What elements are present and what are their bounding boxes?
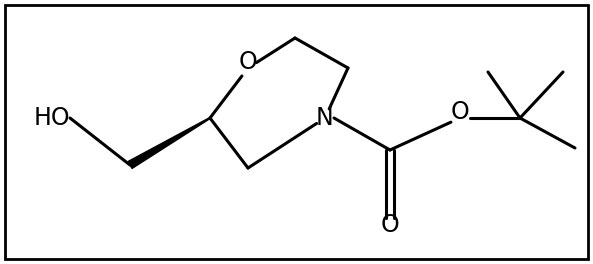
Text: N: N [316, 106, 334, 130]
Text: HO: HO [34, 106, 71, 130]
Text: O: O [381, 213, 399, 237]
Polygon shape [128, 117, 211, 168]
Text: O: O [238, 50, 257, 74]
Text: O: O [451, 100, 470, 124]
